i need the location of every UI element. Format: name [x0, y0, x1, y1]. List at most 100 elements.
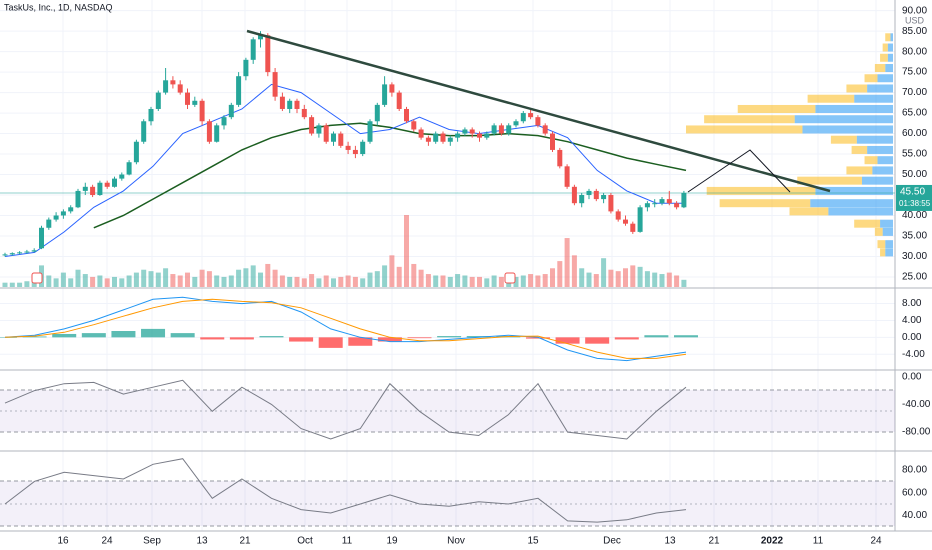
candle-body: [301, 108, 307, 118]
candle-body: [352, 149, 358, 155]
volume-bar: [206, 271, 212, 287]
candle-body: [440, 133, 446, 142]
volume-bar: [425, 274, 431, 287]
y-tick-label: -40.00: [902, 399, 931, 410]
volume-profile-down: [706, 186, 816, 195]
volume-bar: [221, 276, 227, 287]
candle-body: [433, 133, 439, 142]
macd-histogram-bar: [437, 336, 462, 338]
volume-bar: [513, 276, 519, 287]
macd-histogram-bar: [22, 336, 47, 338]
macd-histogram-bar: [141, 328, 166, 338]
macd-histogram-bar: [644, 335, 669, 338]
x-tick-label: 13: [664, 536, 676, 547]
candle-body: [557, 149, 563, 167]
volume-profile-down: [830, 135, 857, 144]
x-tick-label: Nov: [447, 536, 465, 547]
volume-bar: [258, 272, 263, 287]
macd-histogram-bar: [52, 333, 77, 338]
candle-body: [141, 121, 147, 142]
volume-profile-up: [887, 53, 893, 62]
earnings-marker[interactable]: [504, 272, 516, 284]
volume-bar: [520, 275, 526, 287]
volume-bar: [447, 276, 453, 287]
candle-body: [484, 133, 490, 138]
macd-histogram-bar: [170, 333, 195, 338]
projection-drawing: [687, 149, 791, 193]
volume-bar: [352, 276, 358, 287]
volume-bar: [323, 275, 329, 287]
volume-profile-down: [874, 227, 883, 236]
candle-body: [265, 35, 271, 73]
candle-body: [46, 219, 52, 228]
volume-bar: [68, 278, 74, 287]
volume-bar: [550, 268, 555, 287]
y-tick-label: 25.00: [902, 272, 927, 283]
volume-bar: [674, 275, 680, 287]
volume-bar: [177, 275, 183, 287]
candle-body: [593, 190, 599, 200]
volume-bar: [9, 282, 15, 287]
volume-bar: [141, 269, 147, 287]
volume-bar: [75, 269, 81, 287]
volume-bar: [557, 261, 563, 287]
candle-body: [338, 133, 344, 146]
macd-histogram-bar: [585, 337, 610, 344]
volume-bar: [104, 278, 110, 287]
candle-body: [462, 129, 468, 134]
candle-body: [2, 254, 8, 256]
y-tick-label: 90.00: [902, 5, 927, 16]
volume-bar: [250, 265, 256, 287]
macd-histogram-bar: [614, 337, 639, 340]
volume-profile-up: [887, 43, 893, 52]
candle-body: [601, 195, 607, 200]
volume-bar: [155, 272, 161, 287]
candle-body: [506, 125, 512, 134]
y-tick-label: 8.00: [902, 298, 922, 309]
y-tick-label: 40.00: [902, 210, 927, 221]
candle-body: [586, 190, 592, 196]
volume-bar: [367, 272, 373, 287]
candle-body: [571, 186, 577, 204]
candle-body: [469, 129, 475, 134]
candle-body: [199, 100, 205, 122]
candle-body: [112, 178, 117, 187]
volume-bar: [469, 276, 475, 287]
candle-body: [97, 182, 103, 196]
y-tick-label: 4.00: [902, 315, 922, 326]
macd-histogram-bar: [111, 331, 136, 338]
candle-body: [623, 219, 628, 224]
volume-profile-down: [686, 125, 803, 134]
volume-profile-up: [810, 199, 893, 208]
macd-histogram-bar: [229, 337, 254, 340]
candle-body: [498, 125, 504, 134]
candle-body: [236, 76, 242, 105]
earnings-marker[interactable]: [31, 272, 43, 284]
y-tick-label: 85.00: [902, 26, 927, 37]
volume-profile-up: [885, 248, 893, 257]
volume-bar: [440, 275, 446, 287]
candle-body: [528, 113, 534, 118]
volume-profile-up: [872, 166, 893, 175]
candle-body: [250, 39, 256, 60]
volume-bar: [579, 268, 585, 287]
williams-r-line: [4, 379, 687, 440]
candle-body: [425, 137, 431, 142]
y-tick-label: 55.00: [902, 149, 927, 160]
candle-body: [374, 104, 380, 122]
y-tick-label: 0.00: [902, 332, 922, 343]
volume-profile-down: [719, 199, 811, 208]
candle-body: [542, 125, 548, 134]
moving-average: [93, 122, 687, 229]
candle-body: [104, 182, 110, 187]
volume-bar: [126, 275, 132, 287]
y-tick-label: 50.00: [902, 169, 927, 180]
y-tick-label: -80.00: [902, 427, 931, 438]
volume-bar: [17, 282, 23, 287]
x-tick-label: 16: [57, 536, 69, 547]
candle-body: [681, 192, 687, 208]
volume-bar: [185, 272, 190, 287]
volume-bar: [199, 269, 205, 287]
volume-bar: [593, 274, 599, 287]
